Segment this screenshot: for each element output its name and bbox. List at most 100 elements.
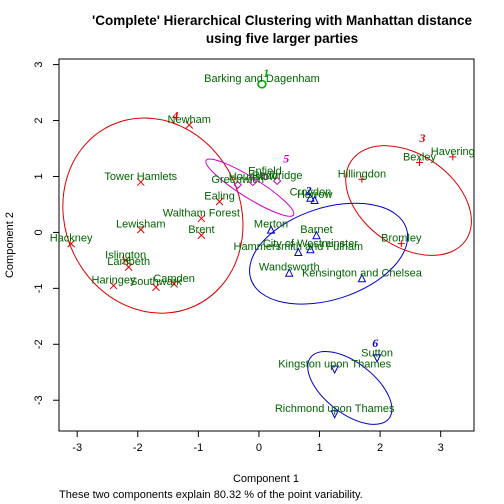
cluster-id-label: 2 bbox=[305, 183, 312, 197]
point-label: Camden bbox=[153, 273, 195, 285]
data-point bbox=[257, 80, 266, 89]
plot-frame bbox=[58, 58, 475, 432]
point-label: Haringey bbox=[92, 275, 137, 287]
data-point bbox=[197, 214, 206, 223]
x-tick-label: 1 bbox=[316, 442, 322, 454]
data-point bbox=[306, 244, 315, 254]
x-tick-label: 2 bbox=[377, 442, 383, 454]
point-label: Barking and Dagenham bbox=[204, 73, 320, 85]
y-tick-label: 0 bbox=[33, 229, 45, 235]
point-label: Lewisham bbox=[116, 219, 166, 231]
data-point bbox=[330, 410, 339, 419]
cluster-id-label: 5 bbox=[283, 151, 289, 165]
cluster-labels: 1 2 3 4 5 6 bbox=[171, 66, 425, 350]
data-point bbox=[67, 239, 75, 248]
point-label: City of Westminster bbox=[263, 238, 358, 250]
point-label: Newham bbox=[168, 114, 211, 126]
point-label: Hounslow bbox=[229, 171, 277, 183]
y-tick-label: -1 bbox=[33, 283, 45, 293]
chart-title-line1: 'Complete' Hierarchical Clustering with … bbox=[92, 13, 472, 28]
data-point bbox=[124, 263, 133, 271]
data-point bbox=[415, 158, 423, 166]
point-label: Harrow bbox=[297, 189, 333, 201]
point-label: Richmond upon Thames bbox=[275, 403, 395, 415]
point-label: Ealing bbox=[204, 191, 235, 203]
data-point bbox=[266, 224, 276, 234]
data-point bbox=[310, 195, 319, 204]
data-point bbox=[449, 153, 457, 161]
point-label: Enfield bbox=[248, 165, 282, 177]
point-label: Wandsworth bbox=[259, 262, 320, 274]
y-tick-label: 3 bbox=[33, 62, 45, 68]
data-point bbox=[397, 240, 405, 248]
x-tick-label: -2 bbox=[133, 442, 143, 454]
data-point bbox=[215, 197, 224, 206]
chart-title-line2: using five larger parties bbox=[206, 31, 358, 46]
point-label: Kensington and Chelsea bbox=[302, 267, 423, 279]
cluster-ellipse-4 bbox=[62, 117, 244, 314]
cluster-id-label: 6 bbox=[372, 336, 378, 350]
y-tick-label: -2 bbox=[33, 339, 45, 349]
point-label: Southwark bbox=[130, 276, 182, 288]
data-point bbox=[109, 281, 118, 290]
cluster-id-label: 3 bbox=[419, 131, 426, 145]
data-point bbox=[272, 176, 282, 186]
point-label: Hammersmith and Fulham bbox=[234, 241, 364, 253]
point-label: Hillingdon bbox=[338, 168, 386, 180]
data-point bbox=[372, 354, 382, 363]
y-axis-label: Component 2 bbox=[4, 212, 16, 278]
data-point bbox=[170, 280, 178, 288]
y-tick-label: 1 bbox=[33, 173, 45, 179]
data-point bbox=[357, 273, 367, 283]
data-point bbox=[293, 247, 303, 256]
data-point bbox=[330, 365, 339, 375]
x-axis-label: Component 1 bbox=[233, 473, 299, 485]
point-label: Hackney bbox=[50, 233, 93, 245]
x-tick-label: 0 bbox=[256, 442, 262, 454]
cluster-ellipse-5 bbox=[205, 158, 295, 217]
point-label: Merton bbox=[254, 219, 288, 231]
x-tick-label: 3 bbox=[438, 442, 444, 454]
data-point bbox=[233, 180, 242, 190]
data-point bbox=[197, 231, 206, 240]
cluster-ellipse-2 bbox=[249, 202, 409, 305]
cluster-ellipses bbox=[62, 79, 472, 425]
x-tick-label: -3 bbox=[72, 442, 82, 454]
point-label: Redbridge bbox=[252, 170, 303, 182]
variability-note: These two components explain 80.32 % of … bbox=[59, 489, 363, 501]
data-point bbox=[136, 178, 145, 186]
data-point bbox=[306, 193, 315, 202]
point-label: Greenwich bbox=[211, 174, 264, 186]
data-points bbox=[67, 80, 457, 419]
y-tick-label: -3 bbox=[33, 395, 45, 405]
point-label: Bexley bbox=[403, 151, 437, 163]
data-point bbox=[248, 177, 258, 187]
data-point bbox=[284, 268, 294, 277]
cluster-id-label: 1 bbox=[263, 66, 269, 80]
point-label: Brent bbox=[188, 224, 214, 236]
point-label: Waltham Forest bbox=[163, 207, 240, 219]
point-label: Tower Hamlets bbox=[104, 171, 177, 183]
data-point bbox=[312, 230, 321, 240]
cluster-id-label: 4 bbox=[171, 108, 178, 122]
data-point bbox=[136, 225, 145, 234]
data-point bbox=[260, 172, 270, 181]
y-tick-label: 2 bbox=[33, 117, 45, 123]
point-label: Barnet bbox=[300, 224, 332, 236]
point-label: Lambeth bbox=[107, 256, 150, 268]
data-point bbox=[358, 175, 366, 183]
point-label: Sutton bbox=[361, 347, 393, 359]
point-label: Bromley bbox=[381, 233, 422, 245]
point-label: Croydon bbox=[290, 187, 332, 199]
point-label: Islington bbox=[105, 249, 146, 261]
x-tick-label: -1 bbox=[193, 442, 203, 454]
point-label: Havering bbox=[431, 146, 475, 158]
x-axis: -3 -2 -1 0 1 2 3 bbox=[72, 431, 444, 454]
point-labels: Barking and Dagenham Newham Tower Hamlets L… bbox=[50, 73, 475, 415]
point-label: Kingston upon Thames bbox=[278, 358, 391, 370]
data-point bbox=[121, 256, 130, 265]
data-point bbox=[185, 121, 194, 129]
data-point bbox=[152, 283, 160, 292]
y-axis: -3 -2 -1 0 1 2 3 bbox=[33, 62, 59, 405]
